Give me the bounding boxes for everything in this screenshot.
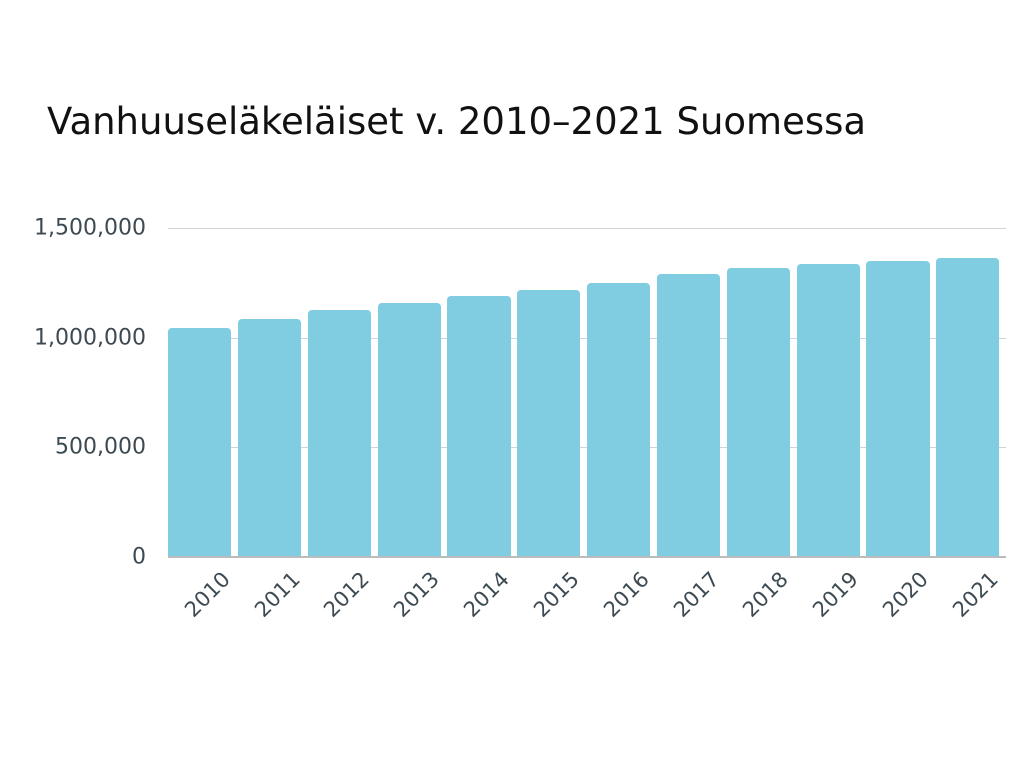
x-tick-label: 2014	[459, 567, 514, 622]
bar-2018	[726, 268, 790, 557]
x-tick-label: 2012	[319, 567, 375, 622]
x-tick-label: 2011	[249, 567, 305, 622]
bar-2015	[517, 290, 581, 557]
bar-2010	[168, 328, 232, 557]
x-tick-label: 2018	[738, 567, 794, 622]
bar-2020	[866, 261, 930, 557]
x-tick-label: 2019	[808, 567, 863, 622]
bar-2012	[307, 310, 371, 557]
y-tick-label: 0	[132, 544, 146, 570]
x-tick-label: 2015	[528, 567, 584, 622]
bar-2011	[237, 319, 302, 557]
bar-2014	[447, 295, 511, 557]
gridline	[168, 228, 1006, 229]
plot-area	[168, 228, 1006, 558]
y-tick-label: 1,000,000	[34, 325, 146, 351]
bar-2013	[377, 303, 441, 557]
bar-2016	[587, 283, 651, 557]
chart-title: Vanhuuseläkeläiset v. 2010–2021 Suomessa	[47, 100, 867, 143]
bar-2017	[656, 274, 721, 557]
x-axis-line	[168, 556, 1006, 558]
y-tick-label: 500,000	[55, 434, 146, 460]
x-tick-label: 2010	[179, 567, 235, 622]
x-tick-label: 2013	[389, 567, 444, 622]
bar-2021	[936, 258, 1000, 557]
y-tick-label: 1,500,000	[34, 215, 146, 241]
x-tick-label: 2021	[947, 567, 1003, 622]
x-tick-label: 2020	[878, 567, 933, 622]
x-tick-label: 2016	[598, 567, 654, 622]
bar-2019	[796, 264, 860, 557]
x-tick-label: 2017	[668, 567, 724, 622]
